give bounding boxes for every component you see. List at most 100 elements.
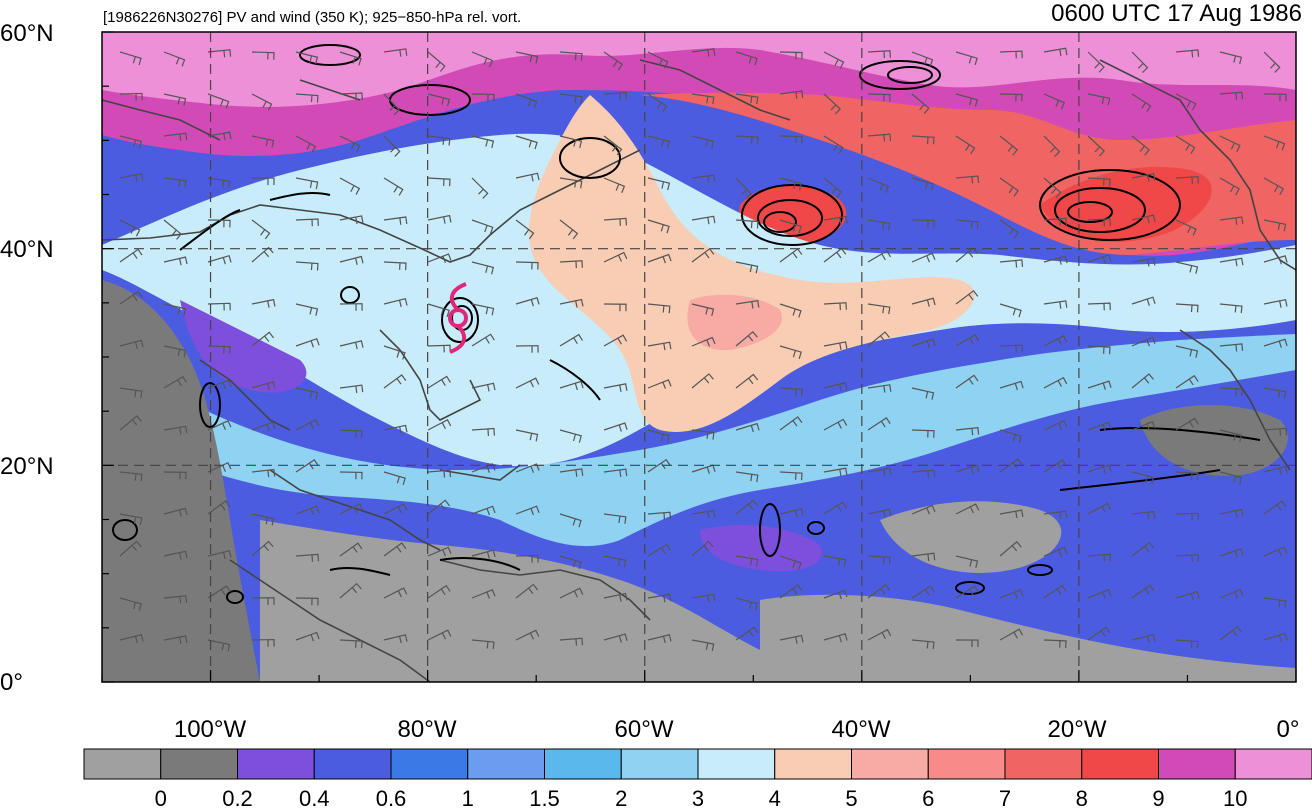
wind-barb: [383, 297, 408, 308]
wind-barb: [119, 634, 144, 644]
wind-barb: [119, 135, 143, 149]
wind-barb: [427, 469, 452, 478]
wind-barb: [999, 589, 1024, 599]
wind-barb: [823, 302, 847, 311]
wind-barb: [515, 93, 538, 109]
wind-barb: [163, 635, 188, 645]
wind-barb: [119, 172, 144, 182]
wind-barb: [691, 540, 714, 557]
wind-barb: [295, 419, 320, 431]
wind-barb: [383, 93, 401, 116]
wind-barb: [911, 552, 936, 561]
wind-barb: [515, 463, 540, 473]
wind-barb: [339, 384, 364, 393]
wind-barb: [955, 426, 980, 436]
wind-barb: [603, 513, 627, 524]
wind-barb: [1087, 464, 1112, 474]
colorbar-swatch: [83, 748, 162, 780]
lon-label-100w: 100°W: [173, 716, 247, 743]
wind-barb: [559, 587, 584, 599]
wind-barb: [427, 135, 451, 146]
wind-barb: [823, 501, 847, 515]
wind-barb: [1131, 172, 1156, 182]
wind-barb: [1175, 553, 1199, 563]
wind-barb: [911, 51, 934, 67]
wind-barb: [559, 468, 584, 477]
wind-barb: [163, 550, 188, 560]
wind-barb: [691, 429, 715, 440]
wind-barb: [1131, 510, 1156, 520]
wind-barb: [1175, 590, 1200, 601]
wind-barb: [823, 177, 842, 198]
pv-low-region-south: [260, 520, 880, 682]
wind-barb: [1175, 219, 1197, 236]
wind-barb: [1263, 427, 1288, 436]
wind-barb: [999, 259, 1024, 268]
wind-barb: [867, 331, 890, 347]
wind-barb: [779, 90, 804, 99]
wind-barb: [1131, 471, 1155, 485]
wind-barb: [251, 513, 275, 526]
wind-barb: [1043, 419, 1068, 431]
wind-barb: [251, 421, 276, 432]
wind-barb: [735, 135, 759, 145]
colorbar-swatch: [927, 748, 1006, 780]
wind-barb: [471, 333, 495, 347]
vorticity-contours: [112, 44, 1261, 604]
wind-barb: [955, 51, 978, 66]
lon-label-80w: 80°W: [397, 716, 457, 743]
wind-barb: [207, 302, 231, 311]
wind-barb: [207, 131, 232, 141]
wind-barb: [1131, 93, 1152, 113]
wind-barb: [1043, 459, 1067, 473]
wind-barb: [1263, 500, 1287, 515]
wind-barb: [1175, 345, 1199, 358]
lat-label-0: 0°: [0, 669, 23, 696]
hurricane-symbol: [448, 282, 468, 354]
wind-barb: [427, 499, 451, 515]
wind-barb: [647, 93, 668, 113]
wind-barb: [999, 303, 1022, 318]
wind-barb: [295, 218, 319, 227]
wind-barb: [603, 135, 623, 156]
wind-barb: [471, 382, 496, 392]
wind-barb: [427, 546, 452, 557]
wind-barb: [559, 177, 583, 189]
colorbar-tick-label: 0: [154, 786, 167, 811]
wind-barb: [295, 387, 319, 400]
colorbar-swatch: [1158, 748, 1236, 780]
wind-barb: [383, 424, 408, 434]
wind-barb: [779, 177, 803, 191]
wind-barb: [251, 246, 274, 263]
wind-barb: [559, 380, 584, 391]
wind-barb: [383, 471, 406, 486]
wind-barb: [1087, 553, 1112, 562]
wind-barb: [163, 132, 188, 141]
wind-barb: [735, 261, 759, 274]
wind-barb: [691, 509, 716, 519]
wind-barb: [1087, 380, 1112, 390]
wind-barb: [735, 555, 759, 567]
wind-barb: [339, 639, 363, 649]
wind-barb: [823, 215, 848, 225]
wind-barb: [823, 418, 848, 431]
colorbar-swatch: [1081, 748, 1159, 780]
wind-barb: [515, 583, 539, 599]
wind-barb: [515, 261, 539, 270]
wind-barb: [955, 374, 979, 389]
wind-barb: [735, 373, 759, 389]
colorbar-tick-label: 10: [1223, 786, 1248, 811]
wind-barb: [1263, 387, 1287, 399]
wind-barb: [1131, 584, 1155, 599]
wind-barb: [1175, 512, 1199, 521]
wind-barb: [603, 51, 624, 71]
wind-barb: [515, 554, 539, 563]
wind-barb: [911, 219, 935, 228]
wind-barb: [1263, 255, 1288, 265]
wind-barb: [163, 507, 188, 517]
wind-barb: [251, 135, 275, 148]
wind-barb: [1131, 214, 1156, 224]
wind-barb: [911, 469, 936, 478]
wind-barb: [691, 593, 716, 603]
wind-barb: [251, 298, 276, 308]
